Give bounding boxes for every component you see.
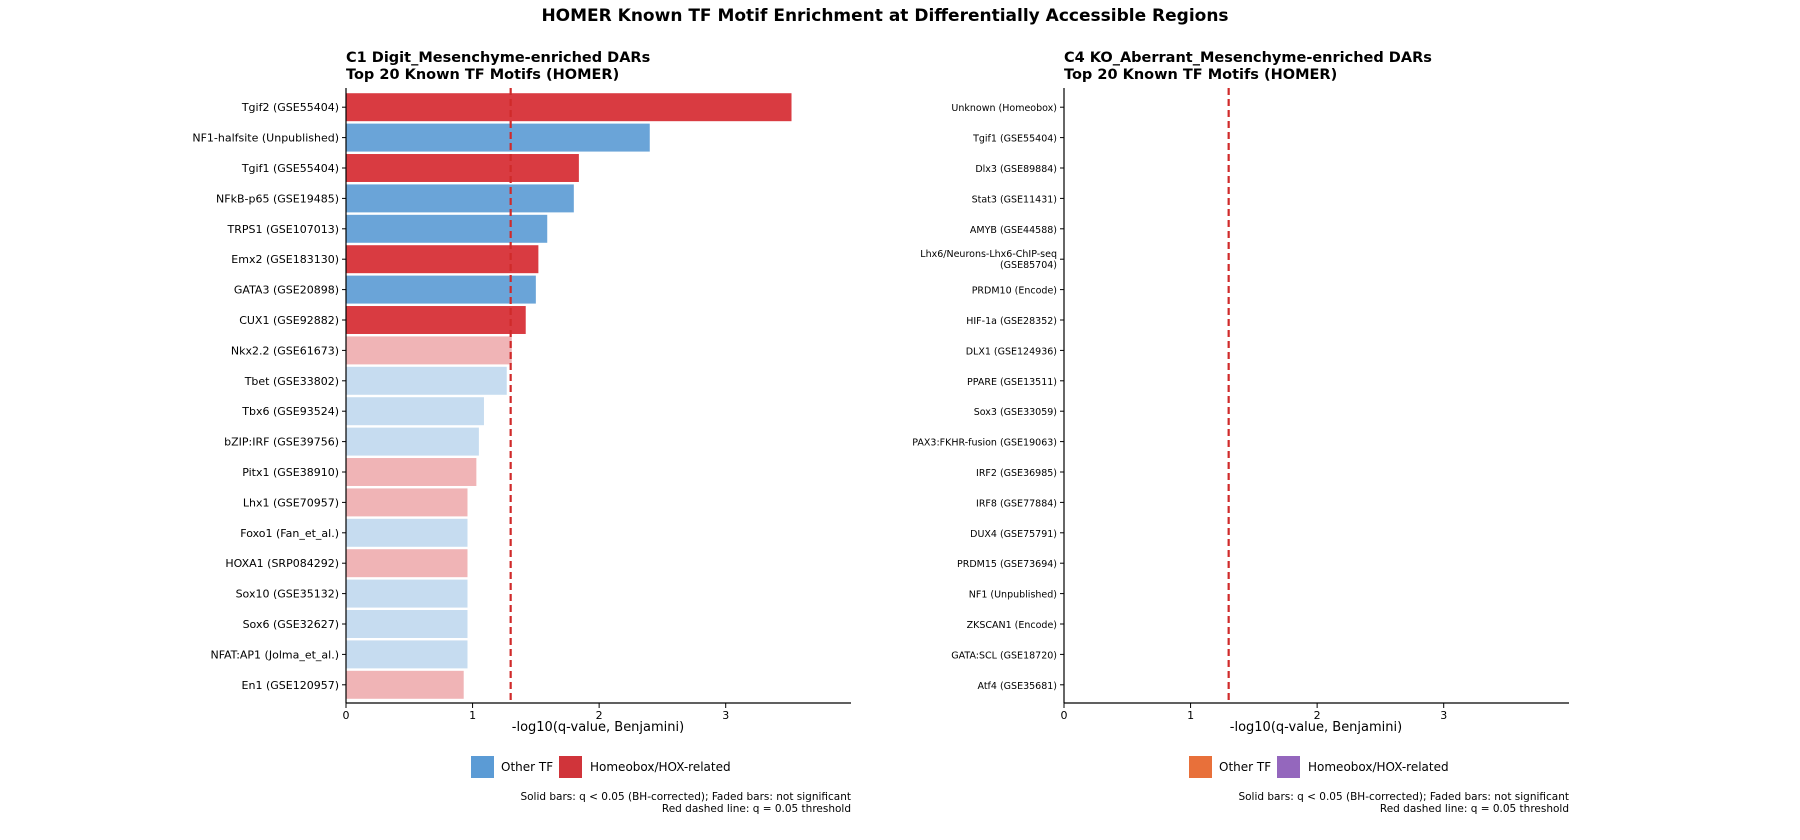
y-tick-label: HOXA1 (SRP084292) xyxy=(225,557,339,570)
panel-c1-y-tick-labels: Tgif2 (GSE55404) NF1-halfsite (Unpublishe… xyxy=(192,101,346,692)
panel-c4-legend-swatch-other-tf xyxy=(1189,756,1212,778)
y-tick-label: PAX3:FKHR-fusion (GSE19063) xyxy=(912,438,1057,449)
panel-c1-x-ticks: 0 1 2 3 xyxy=(343,703,729,722)
bar xyxy=(346,336,512,365)
panel-c1-bars xyxy=(346,93,792,699)
bar xyxy=(346,610,468,638)
y-tick-label: Foxo1 (Fan_et_al.) xyxy=(240,527,339,540)
panel-c1-legend-swatch-homeobox xyxy=(559,756,582,778)
panel-c1: C1 Digit_Mesenchyme-enriched DARs Top 20… xyxy=(192,50,851,815)
y-tick-label: GATA:SCL (GSE18720) xyxy=(951,650,1057,661)
y-tick-label: AMYB (GSE44588) xyxy=(970,225,1057,236)
y-tick-label: Lhx6/Neurons-Lhx6-ChIP-seq (GSE85704) xyxy=(920,249,1057,271)
y-tick-label: NF1 (Unpublished) xyxy=(969,590,1057,601)
panel-c1-legend: Other TF Homeobox/HOX-related xyxy=(471,756,731,778)
x-tick-label: 2 xyxy=(596,709,603,722)
y-tick-label: PPARE (GSE13511) xyxy=(967,377,1057,388)
y-tick-label: Pitx1 (GSE38910) xyxy=(242,466,339,479)
bar xyxy=(346,488,468,517)
bar xyxy=(346,518,468,547)
y-tick-label: Dlx3 (GSE89884) xyxy=(975,164,1057,175)
y-tick-label: Sox10 (GSE35132) xyxy=(236,588,339,601)
panel-c1-legend-swatch-other-tf xyxy=(471,756,494,778)
y-tick-label: Tgif1 (GSE55404) xyxy=(972,134,1057,145)
panel-c4-note-line2: Red dashed line: q = 0.05 threshold xyxy=(1380,803,1569,815)
y-tick-label: ZKSCAN1 (Encode) xyxy=(967,620,1057,631)
panel-c4: C4 KO_Aberrant_Mesenchyme-enriched DARs … xyxy=(912,50,1569,815)
y-tick-label: Nkx2.2 (GSE61673) xyxy=(231,344,339,357)
panel-c4-note-line1: Solid bars: q < 0.05 (BH-corrected); Fad… xyxy=(1238,791,1569,803)
panel-c4-legend: Other TF Homeobox/HOX-related xyxy=(1189,756,1449,778)
y-tick-label: Stat3 (GSE11431) xyxy=(972,194,1057,205)
x-tick-label: 0 xyxy=(1061,709,1068,722)
y-tick-label: Sox3 (GSE33059) xyxy=(974,407,1057,418)
panel-c1-x-axis-label: -log10(q-value, Benjamini) xyxy=(512,720,684,735)
y-tick-label: NFAT:AP1 (Jolma_et_al.) xyxy=(210,648,339,661)
panel-c1-title-line1: C1 Digit_Mesenchyme-enriched DARs xyxy=(346,50,650,66)
y-tick-label: HIF-1a (GSE28352) xyxy=(966,316,1057,327)
x-tick-label: 3 xyxy=(722,709,729,722)
y-tick-label: IRF8 (GSE77884) xyxy=(976,498,1057,509)
panel-c1-legend-label-other-tf: Other TF xyxy=(501,760,553,774)
x-tick-label: 2 xyxy=(1314,709,1321,722)
x-tick-label: 1 xyxy=(469,709,476,722)
bar xyxy=(346,93,792,122)
y-tick-label: IRF2 (GSE36985) xyxy=(976,468,1057,479)
y-tick-label: Tbx6 (GSE93524) xyxy=(241,405,339,418)
x-tick-label: 3 xyxy=(1440,709,1447,722)
panel-c4-legend-swatch-homeobox xyxy=(1277,756,1300,778)
panel-c4-x-ticks: 0 1 2 3 xyxy=(1061,703,1447,722)
bar xyxy=(346,275,536,304)
panel-c4-x-axis-label: -log10(q-value, Benjamini) xyxy=(1230,720,1402,735)
bar xyxy=(346,154,579,182)
bar xyxy=(346,123,650,152)
y-tick-label: Unknown (Homeobox) xyxy=(951,103,1057,114)
bar xyxy=(346,670,464,699)
y-tick-label: En1 (GSE120957) xyxy=(242,679,339,692)
x-tick-label: 1 xyxy=(1187,709,1194,722)
bar xyxy=(346,397,484,426)
y-tick-label: Tbet (GSE33802) xyxy=(244,375,339,388)
panel-c4-legend-label-homeobox: Homeobox/HOX-related xyxy=(1308,760,1449,774)
y-tick-label: NF1-halfsite (Unpublished) xyxy=(192,132,339,145)
y-tick-label: Atf4 (GSE35681) xyxy=(978,681,1058,692)
bar xyxy=(346,366,507,395)
y-tick-label: Emx2 (GSE183130) xyxy=(231,253,339,266)
y-tick-label: Lhx1 (GSE70957) xyxy=(243,496,339,509)
bar xyxy=(346,549,468,578)
bar xyxy=(346,306,526,334)
bar xyxy=(346,458,477,486)
y-tick-label: NFkB-p65 (GSE19485) xyxy=(216,192,339,205)
y-tick-label: CUX1 (GSE92882) xyxy=(239,314,339,327)
panel-c1-title-line2: Top 20 Known TF Motifs (HOMER) xyxy=(346,67,619,83)
bar xyxy=(346,245,539,274)
bar xyxy=(346,427,479,456)
bar xyxy=(346,184,574,213)
y-tick-label: Sox6 (GSE32627) xyxy=(243,618,339,631)
bar xyxy=(346,214,548,243)
panel-c1-legend-label-homeobox: Homeobox/HOX-related xyxy=(590,760,731,774)
panel-c4-title-line2: Top 20 Known TF Motifs (HOMER) xyxy=(1064,67,1337,83)
y-tick-label: Tgif1 (GSE55404) xyxy=(241,162,339,175)
y-tick-label: bZIP:IRF (GSE39756) xyxy=(224,436,339,449)
y-tick-label: GATA3 (GSE20898) xyxy=(234,284,339,297)
panel-c4-legend-label-other-tf: Other TF xyxy=(1219,760,1271,774)
y-tick-label: DUX4 (GSE75791) xyxy=(970,529,1057,540)
figure-suptitle: HOMER Known TF Motif Enrichment at Diffe… xyxy=(541,6,1228,26)
y-tick-label: Tgif2 (GSE55404) xyxy=(241,101,339,114)
panel-c1-note-line1: Solid bars: q < 0.05 (BH-corrected); Fad… xyxy=(520,791,851,803)
bar xyxy=(346,640,468,669)
panel-c4-y-tick-labels: Unknown (Homeobox) Tgif1 (GSE55404) Dlx3 (… xyxy=(912,103,1064,692)
bar xyxy=(346,579,468,608)
y-tick-label: PRDM10 (Encode) xyxy=(972,286,1057,297)
x-tick-label: 0 xyxy=(343,709,350,722)
y-tick-label: PRDM15 (GSE73694) xyxy=(957,559,1057,570)
y-tick-label: DLX1 (GSE124936) xyxy=(966,346,1057,357)
y-tick-label: TRPS1 (GSE107013) xyxy=(226,223,339,236)
panel-c4-title-line1: C4 KO_Aberrant_Mesenchyme-enriched DARs xyxy=(1064,50,1432,66)
panel-c1-note-line2: Red dashed line: q = 0.05 threshold xyxy=(662,803,851,815)
